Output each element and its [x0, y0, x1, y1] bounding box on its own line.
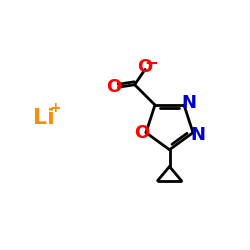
Text: O: O	[106, 78, 121, 96]
Text: +: +	[50, 101, 61, 115]
Text: Li: Li	[32, 108, 54, 128]
Text: −: −	[144, 53, 158, 71]
Text: O: O	[134, 124, 149, 142]
Text: N: N	[181, 94, 196, 112]
Text: O: O	[138, 58, 153, 76]
Text: N: N	[190, 126, 205, 144]
